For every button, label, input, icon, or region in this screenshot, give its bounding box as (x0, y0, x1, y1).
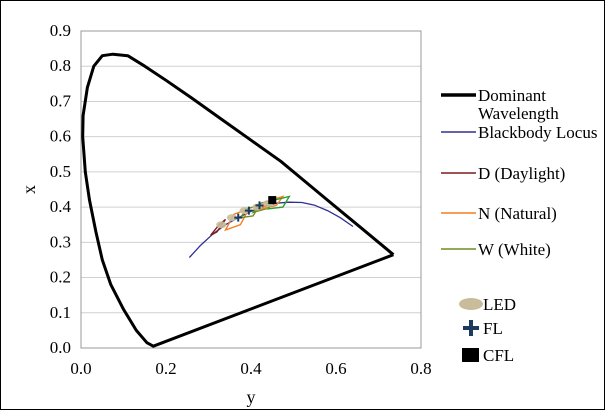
legend-n-natural-label: N (Natural) (478, 204, 557, 223)
x-tick-label: 0.6 (325, 359, 346, 378)
y-tick-label: 0.3 (50, 232, 71, 251)
cfl-point (268, 196, 277, 205)
led-point (239, 207, 250, 215)
y-axis-title: x (19, 185, 39, 194)
legend-led-label: LED (483, 295, 516, 314)
y-tick-label: 0.4 (50, 197, 72, 216)
legend-d-daylight-label: D (Daylight) (478, 164, 565, 183)
x-axis-title: y (247, 387, 256, 407)
fl-point (234, 213, 243, 222)
fl-point (255, 201, 264, 210)
led-point (216, 221, 227, 229)
y-tick-label: 0.9 (50, 21, 71, 40)
legend-w-white-label: W (White) (478, 240, 551, 259)
x-tick-label: 0.8 (410, 359, 431, 378)
x-tick-label: 0.0 (70, 359, 91, 378)
legend-dominant-wavelength-label: Dominant (478, 86, 546, 105)
dominant-wavelength-line (81, 52, 395, 348)
legend-blackbody-locus-label: Blackbody Locus (478, 123, 597, 142)
legend-dominant-wavelength-label: Wavelength (478, 104, 559, 123)
y-tick-label: 0.0 (50, 338, 71, 357)
legend-fl-label: FL (483, 319, 503, 338)
y-tick-label: 0.7 (50, 91, 72, 110)
fl-point (244, 206, 253, 215)
legend-cfl-swatch (462, 348, 479, 362)
y-tick-label: 0.1 (50, 303, 71, 322)
y-tick-label: 0.6 (50, 127, 71, 146)
blackbody-locus-line (188, 201, 354, 258)
y-tick-label: 0.2 (50, 268, 71, 287)
y-tick-label: 0.5 (50, 162, 71, 181)
y-tick-label: 0.8 (50, 56, 71, 75)
led-point (226, 214, 237, 222)
legend-cfl-label: CFL (483, 346, 514, 365)
plot-area-border (80, 30, 422, 349)
tolerance-quadrangle (210, 218, 227, 236)
x-tick-label: 0.4 (240, 359, 262, 378)
x-tick-label: 0.2 (155, 359, 176, 378)
legend-led-swatch (459, 298, 483, 310)
legend-fl-swatch (463, 320, 479, 336)
